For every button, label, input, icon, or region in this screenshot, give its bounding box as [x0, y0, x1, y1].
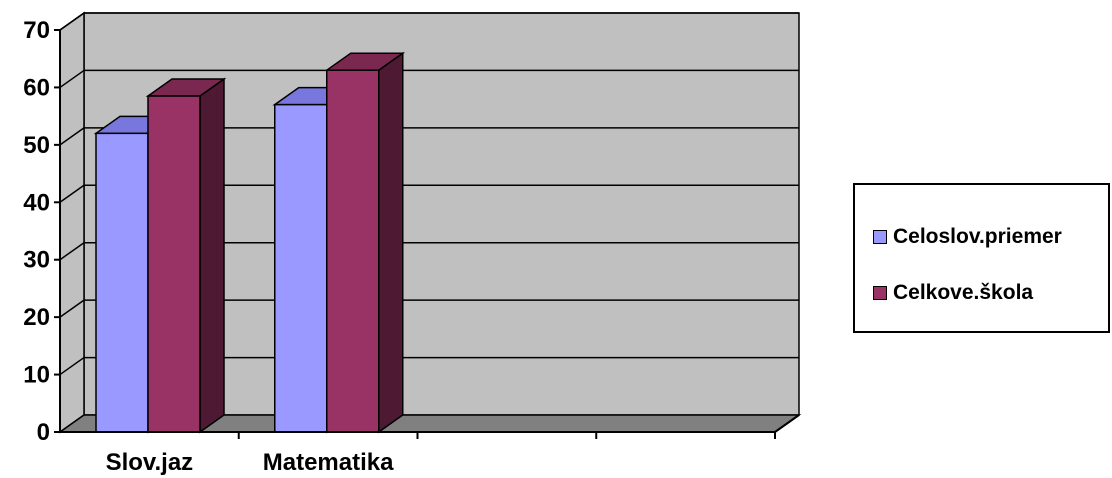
y-tick-label: 20 [23, 304, 50, 331]
bar [274, 103, 328, 433]
gridline-side [59, 127, 85, 146]
gridline-side [59, 242, 85, 261]
legend-label-celoslov: Celoslov.priemer [893, 225, 1062, 248]
legend-swatch-celkove [873, 286, 887, 300]
legend-item-celkove: Celkove.škola [873, 281, 1033, 305]
legend-label-celkove: Celkove.škola [893, 281, 1034, 304]
gridline-side [59, 299, 85, 318]
bar [326, 69, 380, 433]
side-wall [59, 11, 85, 434]
y-tick-label: 60 [23, 74, 50, 101]
y-tick-label: 70 [23, 17, 50, 44]
y-tick-label: 0 [37, 419, 50, 446]
y-tick-label: 10 [23, 362, 50, 389]
y-tick-label: 30 [23, 247, 50, 274]
bar [147, 95, 201, 433]
legend: Celoslov.priemer Celkove.škola [853, 183, 1110, 333]
x-tick-label: Matematika [263, 449, 394, 476]
gridline-side [59, 184, 85, 203]
x-tick-label: Slov.jaz [106, 449, 194, 476]
gridline-side [59, 12, 85, 31]
gridline-side [59, 69, 85, 89]
legend-item-celoslov: Celoslov.priemer [873, 225, 1062, 249]
y-tick-label: 40 [23, 189, 50, 216]
gridline-side [59, 356, 85, 376]
bar-side [378, 51, 404, 434]
x-axis-end [774, 414, 800, 433]
bar-side [199, 77, 225, 434]
legend-swatch-celoslov [873, 230, 887, 244]
bar [95, 132, 149, 433]
y-tick-label: 50 [23, 132, 50, 159]
